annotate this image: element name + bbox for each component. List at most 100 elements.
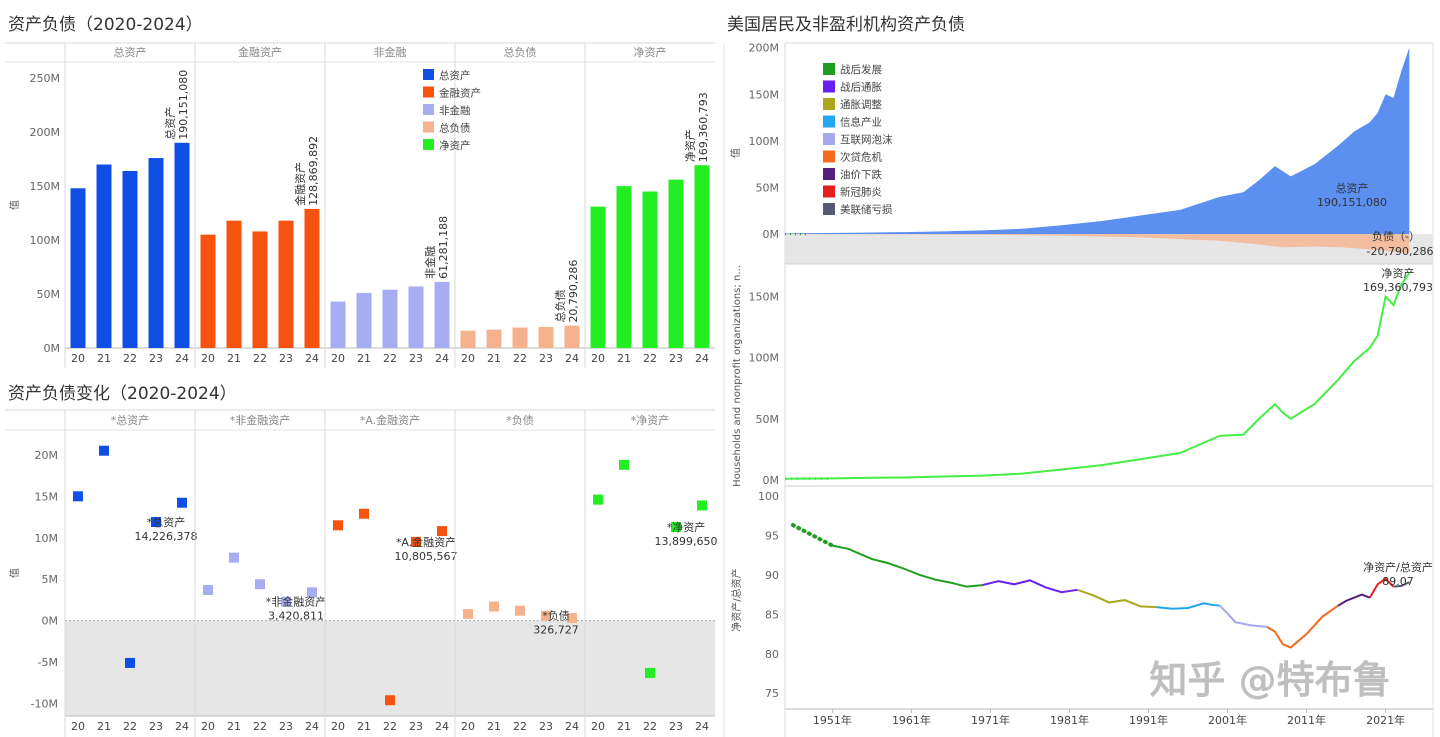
y-tick-label: 0M [42, 615, 59, 628]
x-tick-label: 20 [71, 352, 85, 365]
panel-header: 净资产 [634, 45, 667, 59]
bar [200, 234, 216, 348]
area-series [785, 234, 1410, 254]
x-tick-label: 21 [487, 352, 501, 365]
bar [512, 327, 528, 348]
x-tick-label: 24 [305, 352, 319, 365]
y-tick-label: 100M [749, 135, 780, 148]
x-tick-label: 24 [695, 720, 709, 733]
x-tick-label: 1951年 [813, 713, 852, 727]
legend-label: 互联网泡沫 [840, 133, 893, 146]
x-tick-label: 23 [149, 352, 163, 365]
y-axis-title: 值 [8, 200, 21, 210]
bar [460, 330, 476, 348]
x-tick-label: 24 [565, 352, 579, 365]
change-label-value: 3,420,811 [268, 610, 324, 623]
change-marker [333, 520, 343, 531]
x-tick-label: 22 [383, 352, 397, 365]
x-tick-label: 22 [383, 720, 397, 733]
x-tick-label: 20 [461, 720, 475, 733]
bar [174, 142, 190, 348]
y-tick-label: 200M [749, 42, 780, 55]
bar-label: 总资产190,151,080 [163, 70, 190, 140]
x-tick-label: 21 [227, 352, 241, 365]
x-tick-label: 22 [253, 352, 267, 365]
x-tick-label: 22 [253, 720, 267, 733]
bar-label-value: 20,790,286 [567, 260, 580, 323]
legend-swatch [823, 63, 835, 75]
change-marker [671, 521, 681, 532]
change-marker [73, 491, 83, 502]
ratio-segment [1266, 604, 1339, 649]
panel-header: *总资产 [111, 413, 150, 427]
y-tick-label: 150M [30, 180, 61, 193]
bar [252, 231, 268, 348]
ratio-chart-group: 75 80 85 90 95 100 1951年 1961年 1971年 1981年 1991年 20… [730, 490, 1433, 727]
change-label-name: *A.金融资产 [396, 535, 456, 549]
x-tick-label: 20 [201, 720, 215, 733]
x-tick-label: 2011年 [1287, 713, 1326, 727]
x-tick-label: 22 [123, 352, 137, 365]
bar [122, 171, 138, 348]
bar-label-name: 总资产 [163, 107, 177, 140]
change-label-name: *总资产 [147, 515, 186, 529]
y-tick-label: 80 [765, 648, 779, 661]
ratio-segment [1077, 588, 1157, 609]
panel-header: 总负债 [504, 45, 537, 59]
x-tick-label: 22 [643, 352, 657, 365]
area-series [785, 47, 1410, 235]
y-tick-label: 75 [765, 687, 779, 700]
panel-header: 总资产 [114, 45, 147, 59]
bar-label-value: 61,281,188 [437, 216, 450, 279]
change-marker [281, 596, 291, 607]
bar [96, 164, 112, 348]
legend-swatch [423, 104, 434, 115]
x-tick-label: 1981年 [1050, 713, 1089, 727]
legend-swatch [823, 80, 835, 93]
change-label-name: *负债 [542, 609, 570, 623]
change-marker [125, 657, 135, 668]
x-tick-label: 24 [695, 352, 709, 365]
legend-swatch [823, 133, 835, 145]
x-tick-label: 21 [487, 720, 501, 733]
debt-label-value: -20,790,286 [1367, 245, 1434, 258]
ratio-segment [1218, 604, 1268, 628]
networth-label-name: 净资产 [1382, 266, 1415, 280]
change-marker [489, 601, 499, 612]
right-chart-title: 美国居民及非盈利机构资产负债 [727, 15, 965, 35]
bar [408, 286, 424, 348]
legend-label: 油价下跌 [840, 168, 882, 181]
change-marker [619, 459, 629, 470]
change-marker [307, 587, 317, 598]
legend-swatch [423, 69, 434, 80]
change-marker [437, 526, 447, 537]
y-tick-label: 50M [37, 288, 61, 301]
bar [694, 165, 710, 348]
change-label-name: *净资产 [667, 520, 706, 534]
bar [70, 188, 86, 348]
y-tick-label: 90 [765, 569, 779, 582]
x-tick-label: 24 [435, 720, 449, 733]
watermark: 知乎 @特布鲁 [1149, 658, 1390, 702]
x-tick-label: 20 [201, 352, 215, 365]
bar-label-name: 净资产 [683, 129, 697, 162]
y-tick-label: 0M [763, 474, 780, 487]
change-marker [151, 517, 161, 528]
bar [590, 206, 606, 348]
bar-label: 非金融61,281,188 [423, 216, 450, 279]
legend-label: 通胀调整 [840, 98, 882, 111]
y-tick-label: 95 [765, 529, 779, 542]
legend-label: 战后发展 [840, 63, 882, 76]
x-tick-label: 23 [669, 352, 683, 365]
bar [642, 191, 658, 348]
x-tick-label: 20 [461, 352, 475, 365]
y-tick-label: -5M [38, 656, 58, 669]
y-tick-label: 100M [749, 352, 780, 365]
top-left-chart-title: 资产负债（2020-2024） [8, 15, 203, 35]
networth-label-value: 169,360,793 [1363, 281, 1433, 294]
bar [356, 292, 372, 348]
ratio-segment [1156, 602, 1220, 610]
y-tick-label: 0M [763, 228, 780, 241]
legend-swatch [423, 86, 434, 98]
